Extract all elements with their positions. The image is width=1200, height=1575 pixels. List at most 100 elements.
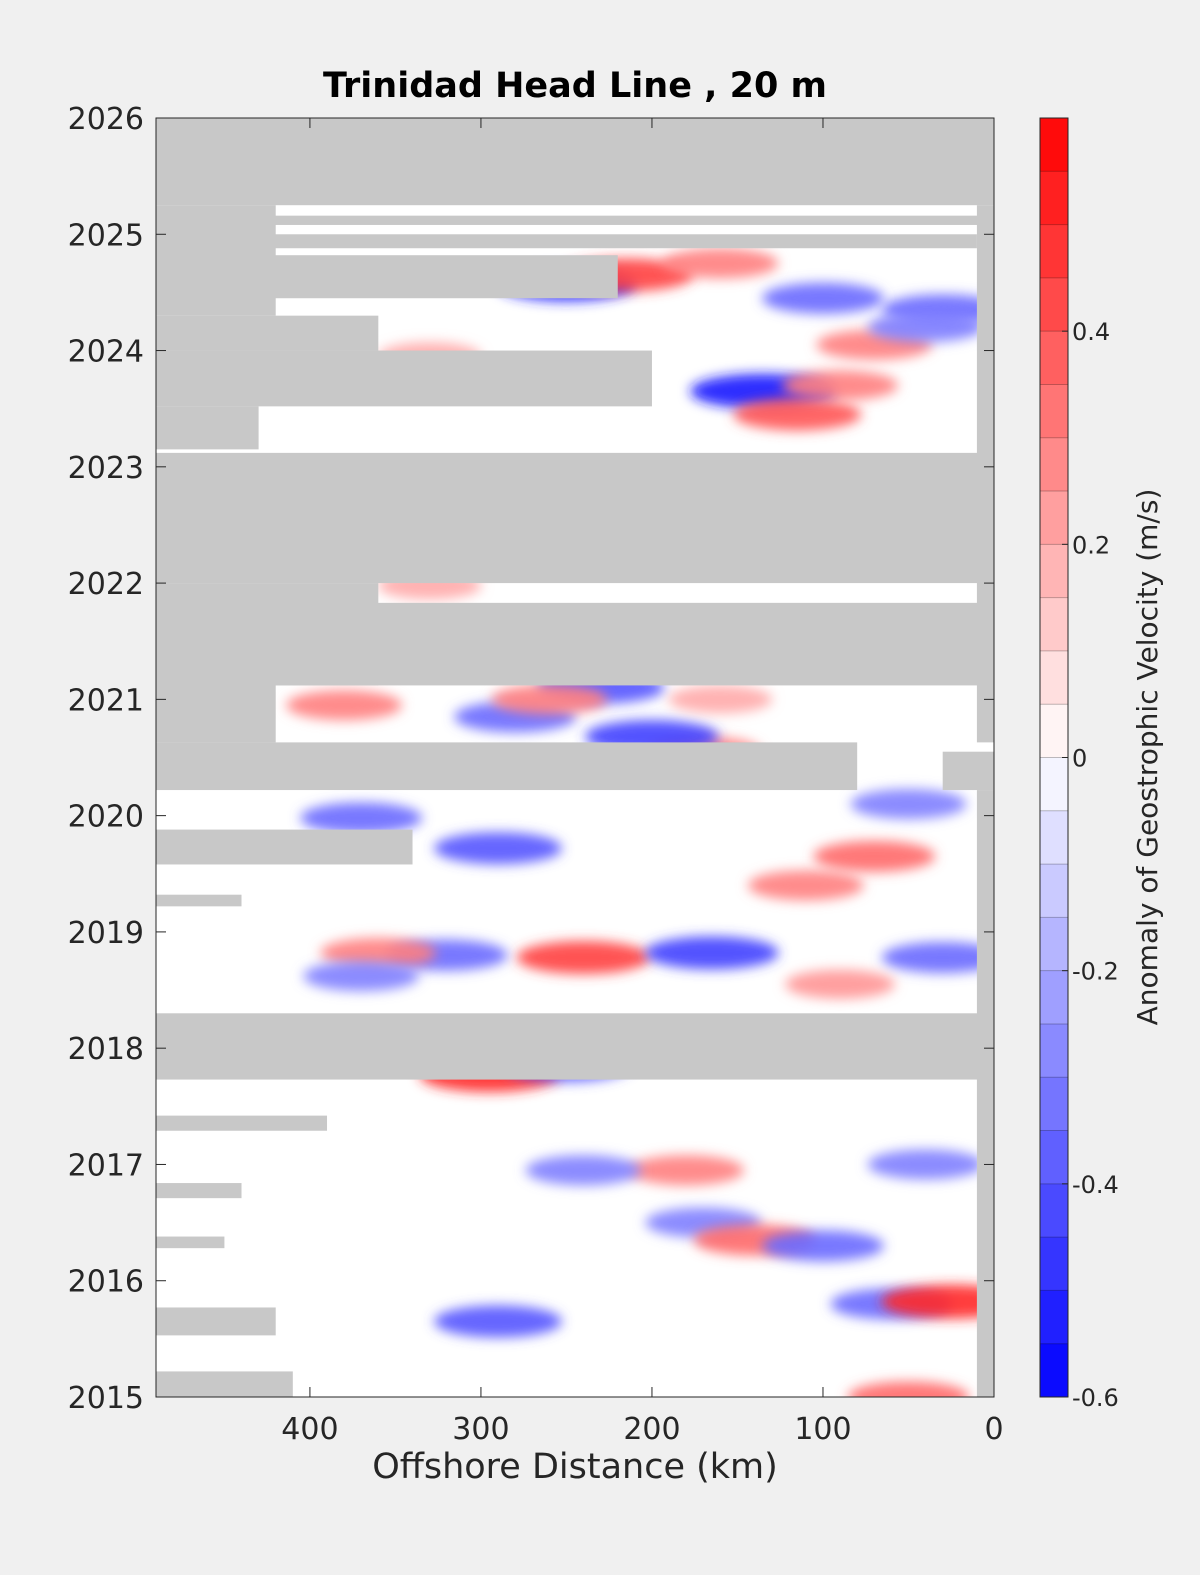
nodata-region	[156, 1183, 242, 1199]
anomaly-blob	[785, 969, 896, 999]
chart-title: Trinidad Head Line , 20 m	[323, 66, 827, 106]
colorbar-band	[1040, 384, 1068, 439]
nodata-region	[156, 452, 994, 468]
colorbar-band	[1040, 491, 1068, 545]
colorbar-bands	[1040, 117, 1068, 1398]
y-tick-label: 2020	[68, 800, 144, 835]
y-tick-label: 2019	[68, 916, 144, 951]
colorbar-band	[1040, 597, 1068, 652]
y-tick-label: 2021	[68, 683, 144, 718]
colorbar-tick-label: 0.4	[1072, 318, 1110, 346]
anomaly-blob	[668, 685, 773, 714]
y-tick-label: 2024	[68, 335, 144, 370]
nodata-region	[976, 205, 994, 743]
nodata-region	[156, 894, 242, 907]
colorbar-band	[1040, 1130, 1068, 1185]
anomaly-blob	[761, 282, 884, 314]
nodata-region	[156, 1236, 225, 1249]
nodata-region	[156, 118, 994, 206]
colorbar-band	[1040, 1023, 1068, 1078]
anomaly-blob	[320, 937, 437, 968]
anomaly-blob	[644, 936, 779, 970]
colorbar-tick-label: 0	[1072, 745, 1087, 773]
nodata-region	[156, 205, 276, 316]
nodata-region	[156, 215, 994, 225]
anomaly-blob	[434, 832, 563, 865]
anomaly-blob	[303, 961, 420, 992]
x-axis: 400 300 200 100 0	[281, 118, 1004, 1447]
anomaly-blob	[733, 398, 862, 431]
x-tick-label: 0	[984, 1412, 1003, 1447]
y-axis: 2015 2016 2017 2018 2019 2020 2021 2022 2023 2024…	[68, 102, 994, 1416]
anomaly-blob	[761, 1230, 884, 1262]
y-tick-label: 2026	[68, 102, 144, 137]
colorbar-band	[1040, 970, 1068, 1025]
nodata-region	[156, 602, 994, 686]
colorbar-band	[1040, 1290, 1068, 1345]
nodata-region	[156, 742, 858, 791]
y-tick-label: 2015	[68, 1381, 144, 1416]
y-tick-label: 2017	[68, 1148, 144, 1183]
x-tick-label: 400	[281, 1412, 338, 1447]
colorbar-label: Anomaly of Geostrophic Velocity (m/s)	[1131, 489, 1164, 1026]
nodata-region	[976, 790, 994, 1397]
y-tick-label: 2022	[68, 567, 144, 602]
colorbar-band	[1040, 224, 1068, 279]
nodata-layer	[156, 118, 994, 1397]
nodata-region	[156, 467, 994, 584]
nodata-region	[156, 234, 977, 249]
x-tick-label: 300	[452, 1412, 509, 1447]
colorbar-band	[1040, 1343, 1068, 1398]
nodata-region	[156, 315, 379, 351]
nodata-region	[156, 685, 276, 743]
nodata-region	[156, 406, 259, 450]
anomaly-blob	[881, 1284, 994, 1319]
anomaly-blob	[867, 1149, 984, 1180]
colorbar-band	[1040, 331, 1068, 385]
colorbar-band	[1040, 1183, 1068, 1238]
x-tick-label: 200	[623, 1412, 680, 1447]
y-tick-label: 2025	[68, 218, 144, 253]
anomaly-blob	[813, 840, 936, 872]
anomaly-blob	[881, 941, 994, 973]
nodata-region	[156, 1307, 276, 1336]
anomaly-blob	[628, 1155, 745, 1186]
y-tick-label: 2016	[68, 1265, 144, 1300]
anomaly-blob	[434, 1305, 563, 1338]
colorbar-band	[1040, 544, 1068, 599]
nodata-region	[942, 751, 994, 791]
plot-area: 400 300 200 100 0 2015 2016 2017 2018 2019 2020 20…	[68, 102, 1004, 1447]
nodata-region	[156, 350, 652, 407]
colorbar-band	[1040, 917, 1068, 972]
anomaly-blob	[747, 870, 864, 901]
nodata-region	[156, 1013, 994, 1080]
colorbar-ticks: -0.6 -0.4 -0.2 0 0.2 0.4	[1062, 318, 1119, 1412]
anomaly-blob	[782, 370, 899, 401]
anomaly-blob	[850, 789, 967, 820]
x-tick-label: 100	[794, 1412, 851, 1447]
colorbar-band	[1040, 171, 1068, 226]
plot-frame	[155, 117, 995, 1398]
colorbar-band	[1040, 437, 1068, 492]
colorbar: -0.6 -0.4 -0.2 0 0.2 0.4 Anomaly of Geostroph…	[1039, 117, 1164, 1412]
colorbar-band	[1040, 757, 1068, 812]
colorbar-band	[1040, 864, 1068, 918]
anomaly-blob	[525, 1155, 642, 1186]
colorbar-band	[1040, 810, 1068, 865]
nodata-region	[156, 1371, 293, 1397]
colorbar-tick-label: -0.2	[1072, 958, 1119, 986]
colorbar-band	[1040, 650, 1068, 705]
nodata-region	[156, 1115, 328, 1131]
colorbar-band	[1040, 118, 1068, 172]
colorbar-tick-label: -0.6	[1072, 1384, 1119, 1412]
anomaly-blob	[300, 802, 423, 834]
nodata-region	[156, 829, 413, 865]
colorbar-band	[1040, 1237, 1068, 1291]
colorbar-tick-label: 0.2	[1072, 531, 1110, 559]
anomaly-blob	[491, 684, 608, 715]
colorbar-band	[1040, 1077, 1068, 1132]
y-tick-label: 2018	[68, 1032, 144, 1067]
anomaly-blob	[847, 1381, 970, 1397]
colorbar-band	[1040, 704, 1068, 758]
